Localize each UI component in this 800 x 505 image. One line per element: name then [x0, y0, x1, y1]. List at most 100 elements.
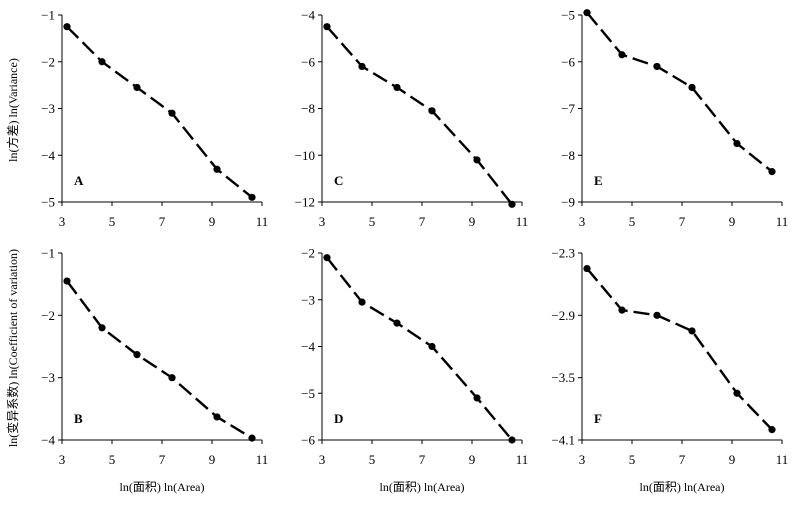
data-point: [653, 311, 661, 319]
x-tick-label: 7: [679, 452, 686, 467]
chart-panels: −1 −2 −3 −4 −5 3 5 7 9 11 A −4 −6 −8 −10 −12 3 5 7 9 11 C −5 −6…: [41, 8, 788, 495]
data-point: [428, 107, 436, 115]
data-point: [768, 426, 776, 434]
x-tick-label: 5: [629, 452, 636, 467]
x-tick-label: 5: [629, 214, 636, 229]
x-tick-label: 7: [159, 214, 166, 229]
x-tick-label: 3: [579, 452, 586, 467]
x-tick-label: 7: [419, 214, 426, 229]
y-tick-label: −4: [41, 148, 55, 163]
y-tick-label: −4: [301, 8, 315, 23]
panel-label: D: [334, 411, 343, 426]
x-tick-label: 5: [369, 214, 376, 229]
data-point: [428, 342, 436, 351]
y-tick-label: −3: [41, 370, 55, 385]
x-tick-label: 7: [159, 452, 166, 467]
data-point: [168, 374, 176, 382]
panel-label: B: [74, 411, 83, 426]
data-point: [733, 139, 741, 148]
x-tick-label: 11: [776, 214, 789, 229]
y-tick-label: −2: [41, 54, 55, 69]
y-tick-label: −1: [41, 8, 55, 23]
y-axis-title-bottom: ln(变异系数) ln(Coefficient of variation): [5, 249, 20, 447]
y-tick-label: −8: [561, 148, 575, 163]
x-tick-label: 3: [319, 452, 326, 467]
y-tick-label: −2.3: [551, 246, 575, 261]
data-point: [653, 62, 661, 71]
x-axis-title: ln(面积) ln(Area): [120, 480, 205, 494]
data-point: [98, 324, 106, 332]
x-tick-label: 5: [369, 452, 376, 467]
y-tick-label: −6: [561, 54, 575, 69]
x-axis-title: ln(面积) ln(Area): [380, 480, 465, 494]
x-tick-label: 11: [776, 452, 789, 467]
data-point: [248, 193, 256, 201]
x-tick-label: 9: [209, 214, 216, 229]
x-tick-label: 9: [469, 452, 476, 467]
x-tick-label: 7: [419, 452, 426, 467]
x-tick-label: 3: [579, 214, 586, 229]
series-line: [326, 25, 513, 206]
panel-label: E: [594, 173, 603, 188]
x-tick-label: 9: [729, 452, 736, 467]
series-line: [586, 11, 773, 173]
data-point: [768, 168, 776, 176]
x-tick-label: 9: [729, 214, 736, 229]
data-point: [583, 264, 591, 273]
data-point: [688, 327, 696, 335]
y-tick-label: −4: [41, 433, 55, 448]
y-tick-label: −4.1: [551, 433, 575, 448]
data-point: [618, 306, 626, 314]
data-point: [618, 51, 626, 59]
x-tick-label: 11: [516, 452, 529, 467]
data-point: [508, 436, 516, 444]
data-point: [98, 58, 106, 66]
y-tick-label: −8: [301, 101, 315, 116]
y-tick-label: −2: [301, 246, 315, 261]
panel-e: −5 −6 −7 −8 −9 3 5 7 9 11 E: [561, 8, 788, 230]
x-tick-label: 9: [469, 214, 476, 229]
x-tick-label: 7: [679, 214, 686, 229]
data-point: [63, 23, 71, 31]
data-point: [473, 394, 481, 402]
panel-label: C: [334, 173, 343, 188]
y-tick-label: −1: [41, 246, 55, 261]
y-tick-label: −5: [301, 386, 315, 401]
y-tick-label: −12: [295, 195, 315, 210]
panel-f: −2.3 −2.9 −3.5 −4.1 3 5 7 9 11 Fln(面积) ln(Area): [551, 246, 788, 495]
x-axis-title: ln(面积) ln(Area): [640, 480, 725, 494]
panel-b: −1 −2 −3 −4 3 5 7 9 11 Bln(面积) ln(Area): [41, 246, 268, 495]
y-tick-label: −4: [301, 339, 315, 354]
series-line: [586, 267, 773, 431]
data-point: [733, 389, 741, 397]
data-point: [473, 156, 481, 164]
panel-label: F: [594, 411, 602, 426]
y-tick-label: −6: [301, 54, 315, 69]
x-tick-label: 3: [319, 214, 326, 229]
data-point: [358, 298, 366, 306]
x-tick-label: 3: [59, 452, 66, 467]
data-point: [508, 200, 516, 208]
data-point: [393, 319, 401, 327]
y-tick-label: −2: [41, 308, 55, 323]
x-tick-label: 11: [516, 214, 529, 229]
series-line: [326, 256, 513, 441]
y-tick-label: −9: [561, 195, 575, 210]
data-point: [213, 165, 221, 173]
data-point: [213, 413, 221, 421]
y-tick-label: −5: [41, 195, 55, 210]
x-tick-label: 3: [59, 214, 66, 229]
data-point: [63, 277, 71, 285]
data-point: [248, 434, 256, 442]
y-tick-label: −6: [301, 433, 315, 448]
panel-c: −4 −6 −8 −10 −12 3 5 7 9 11 C: [295, 8, 529, 230]
data-point: [583, 9, 591, 17]
data-point: [323, 23, 331, 31]
y-tick-label: −5: [561, 8, 575, 23]
series-line: [66, 280, 253, 440]
data-point: [688, 83, 696, 92]
panel-label: A: [74, 173, 84, 188]
panel-a: −1 −2 −3 −4 −5 3 5 7 9 11 A: [41, 8, 268, 230]
y-tick-label: −3: [301, 292, 315, 307]
